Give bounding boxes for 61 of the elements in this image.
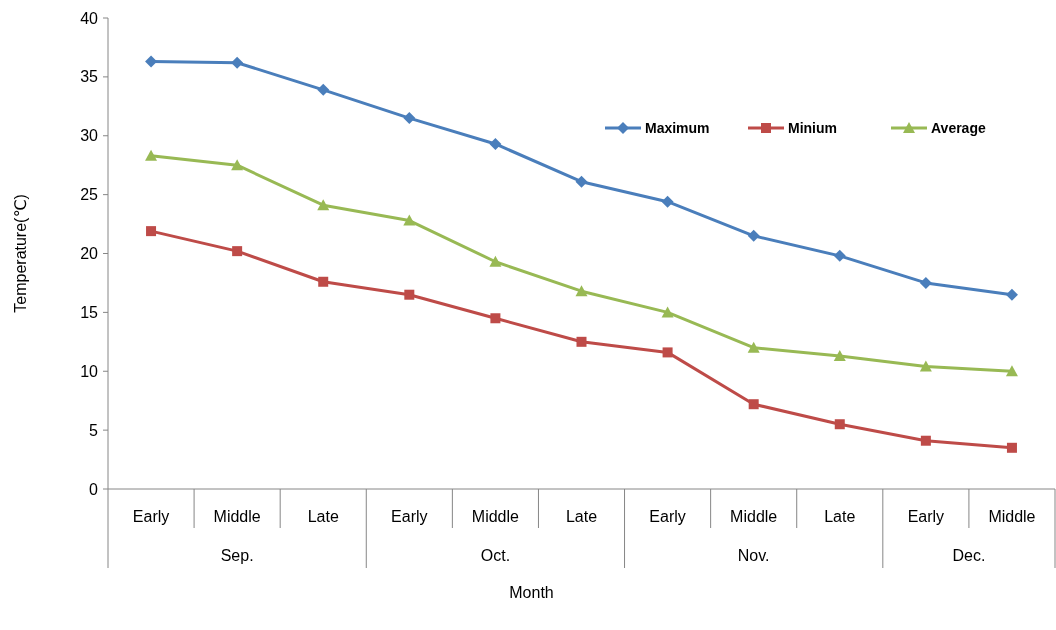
x-tick-label: Early: [132, 507, 170, 525]
point: [403, 214, 416, 226]
legend-label: Average: [931, 119, 986, 136]
point: [232, 246, 243, 257]
point: [1005, 288, 1018, 301]
x-tick-label: Middle: [988, 507, 1036, 525]
point: [748, 399, 759, 410]
x-tick-label: Middle: [213, 507, 261, 525]
point: [145, 149, 158, 161]
x-tick-label: Early: [649, 507, 686, 525]
x-axis-title: Month: [509, 583, 554, 601]
point: [834, 419, 845, 430]
point: [317, 199, 330, 211]
point: [576, 336, 587, 347]
y-tick-label: 5: [89, 421, 99, 439]
point: [833, 249, 846, 262]
x-tick-label: Late: [565, 507, 598, 525]
point: [403, 112, 416, 125]
point: [489, 255, 502, 267]
y-tick-label: 35: [80, 68, 99, 86]
y-tick-label: 25: [80, 186, 99, 204]
point: [661, 195, 674, 208]
legend-label: Minium: [788, 119, 837, 136]
x-tick-label: Late: [824, 507, 856, 525]
point: [1005, 365, 1018, 377]
point: [575, 175, 588, 188]
point: [919, 360, 932, 372]
y-axis-title: Temperature(℃): [11, 194, 29, 313]
point: [1006, 442, 1017, 453]
y-tick-label: 30: [80, 127, 99, 145]
point: [833, 349, 846, 361]
x-tick-label: Middle: [471, 507, 520, 525]
point: [317, 83, 330, 96]
point: [662, 347, 673, 358]
x-tick-label: Late: [307, 507, 339, 525]
text: Oct.: [480, 546, 511, 564]
point: [919, 276, 932, 289]
text: Dec.: [952, 546, 986, 564]
x-tick-label: Middle: [730, 507, 778, 525]
point: [231, 56, 244, 69]
point: [231, 159, 244, 171]
point: [489, 137, 502, 150]
point: [747, 341, 760, 353]
text: Sep.: [220, 546, 254, 564]
point: [747, 229, 760, 242]
point: [490, 313, 501, 324]
point: [661, 306, 674, 318]
y-tick-label: 20: [80, 245, 99, 263]
legend-label: Maximum: [645, 119, 710, 136]
text: Nov.: [737, 546, 770, 564]
point: [146, 226, 157, 237]
point: [920, 435, 931, 446]
x-tick-label: Early: [391, 507, 428, 525]
y-tick-label: 15: [80, 303, 99, 321]
x-tick-label: Early: [907, 507, 945, 525]
y-tick-label: 0: [89, 480, 99, 498]
point: [575, 285, 588, 297]
point: [404, 289, 415, 300]
y-tick-label: 10: [80, 362, 99, 380]
point: [318, 276, 329, 287]
y-tick-label: 40: [80, 9, 99, 27]
